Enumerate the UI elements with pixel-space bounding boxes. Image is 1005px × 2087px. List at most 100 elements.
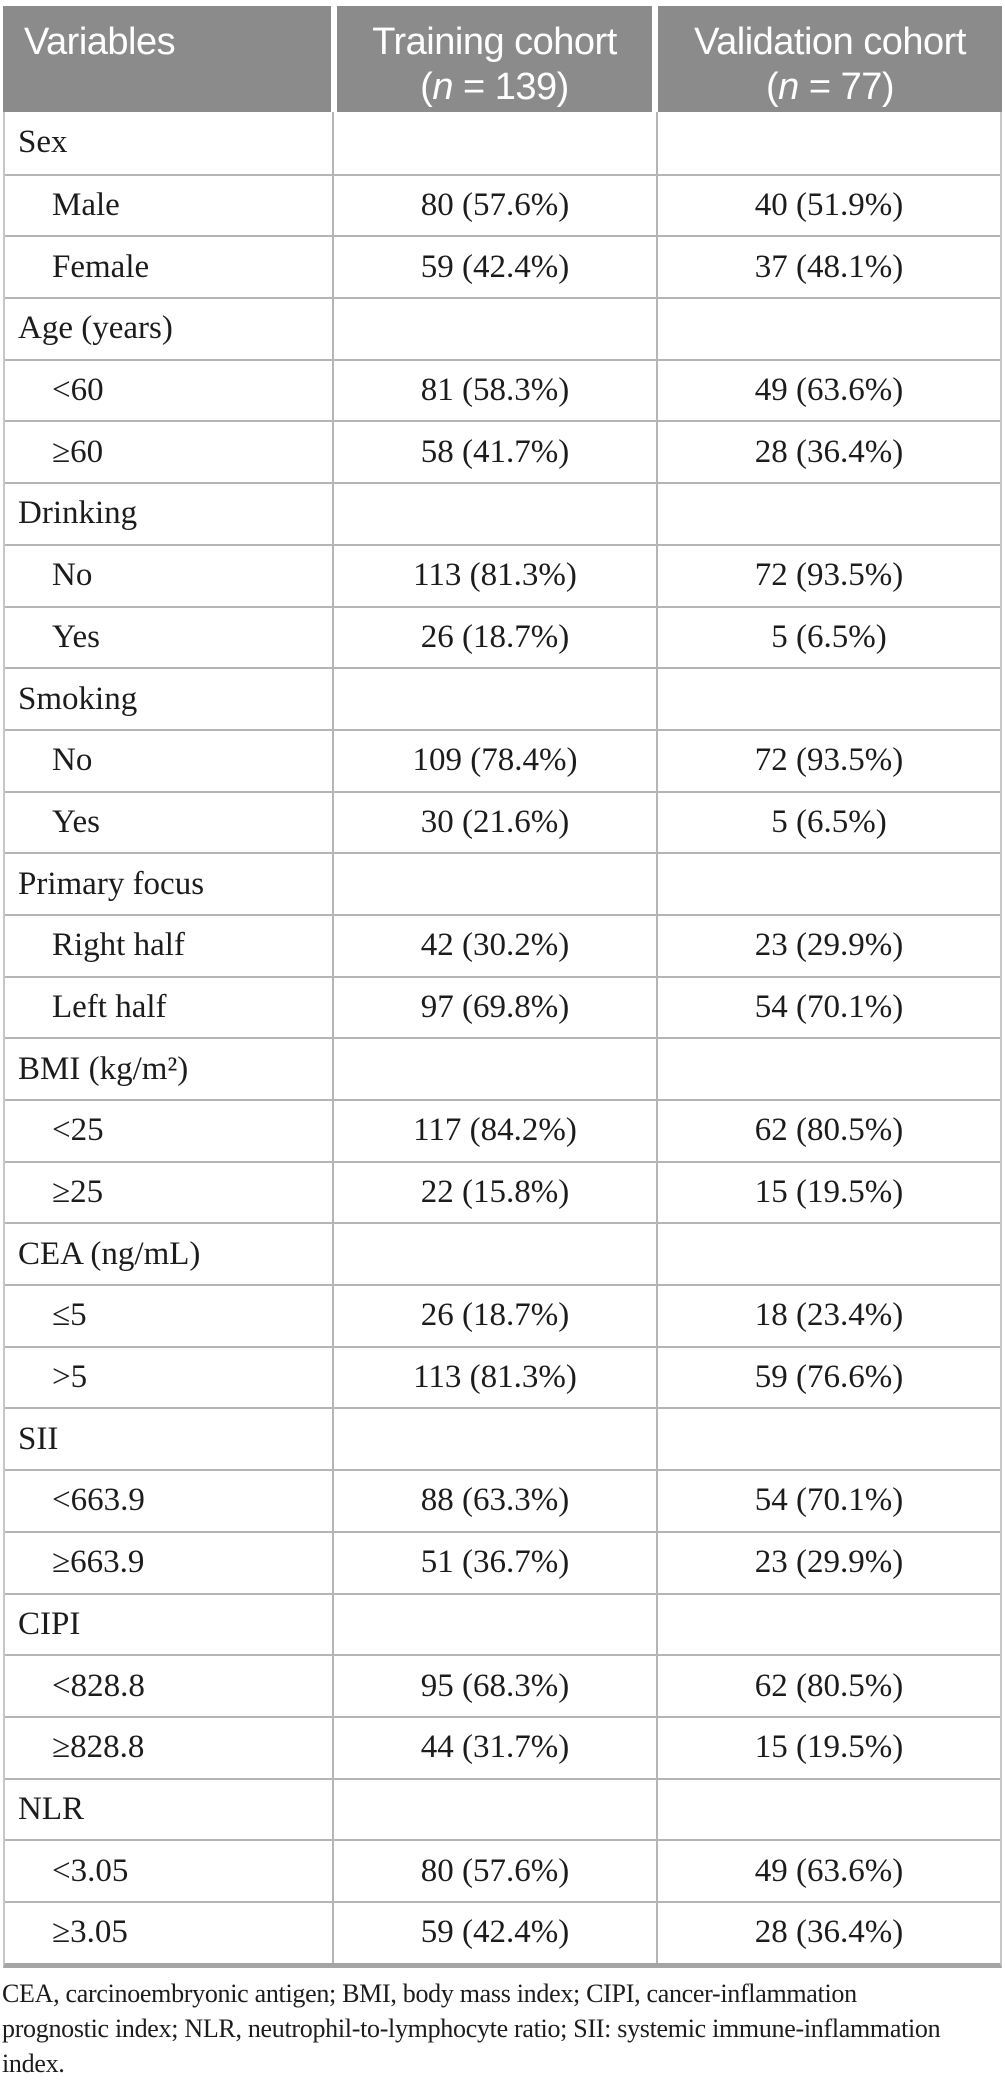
validation-cell: 37 (48.1%): [656, 237, 1000, 298]
table-row: No 109 (78.4%) 72 (93.5%): [5, 728, 1000, 791]
validation-cohort-title: Validation cohort: [694, 21, 966, 63]
variable-cell: Right half: [52, 927, 185, 964]
variables-header-label: Variables: [24, 21, 176, 63]
table-footnote: CEA, carcinoembryonic antigen; BMI, body…: [2, 1976, 1005, 2081]
validation-cell: 18 (23.4%): [656, 1286, 1000, 1346]
italic-n: n: [432, 66, 453, 108]
table-row: Age (years): [5, 297, 1000, 359]
training-cell: 113 (81.3%): [332, 1347, 656, 1408]
training-cell: 22 (15.8%): [332, 1162, 656, 1223]
table-body: Sex Male 80 (57.6%) 40 (51.9%) Female 59 (42.…: [3, 112, 1002, 1968]
validation-cell: 54 (70.1%): [656, 977, 1000, 1038]
training-cell: 58 (41.7%): [332, 422, 656, 483]
variable-cell: Male: [52, 187, 120, 224]
validation-cell: [656, 299, 1000, 359]
training-cell: [332, 1779, 656, 1840]
table-row: Right half 42 (30.2%) 23 (29.9%): [5, 913, 1000, 976]
table-row: Left half 97 (69.8%) 54 (70.1%): [5, 975, 1000, 1038]
table-row: ≥828.8 44 (31.7%) 15 (19.5%): [5, 1715, 1000, 1778]
table-row: ≥663.9 51 (36.7%) 23 (29.9%): [5, 1530, 1000, 1593]
table-row: ≥3.05 59 (42.4%) 28 (36.4%): [5, 1900, 1000, 1963]
variable-cell: Primary focus: [18, 865, 205, 902]
validation-cell: [656, 1409, 1000, 1470]
validation-cell: 5 (6.5%): [656, 607, 1000, 668]
table-row: <3.05 80 (57.6%) 49 (63.6%): [5, 1839, 1000, 1901]
table-row: CEA (ng/mL): [5, 1222, 1000, 1285]
italic-n: n: [778, 66, 799, 108]
validation-cell: [656, 854, 1000, 914]
validation-cell: 23 (29.9%): [656, 915, 1000, 976]
training-cell: 80 (57.6%): [332, 1841, 656, 1901]
variable-cell: <3.05: [52, 1852, 129, 1889]
table-row: <663.9 88 (63.3%) 54 (70.1%): [5, 1469, 1000, 1531]
table-row: <828.8 95 (68.3%) 62 (80.5%): [5, 1654, 1000, 1716]
table-row: ≥60 58 (41.7%) 28 (36.4%): [5, 420, 1000, 483]
training-cell: [332, 299, 656, 359]
validation-cell: 28 (36.4%): [656, 1902, 1000, 1963]
validation-cohort-n: (n = 77): [765, 66, 895, 108]
training-cell: 59 (42.4%): [332, 1902, 656, 1963]
training-cell: 95 (68.3%): [332, 1656, 656, 1716]
variable-cell: NLR: [18, 1790, 84, 1827]
training-cell: 30 (21.6%): [332, 792, 656, 853]
header-cell-validation-cohort: Validation cohort (n = 77): [658, 6, 1002, 112]
table-row: Yes 30 (21.6%) 5 (6.5%): [5, 790, 1000, 853]
variable-cell: ≥663.9: [52, 1544, 145, 1581]
validation-cell: 54 (70.1%): [656, 1471, 1000, 1531]
validation-cell: 49 (63.6%): [656, 1841, 1000, 1901]
validation-cell: 62 (80.5%): [656, 1656, 1000, 1716]
variable-cell: No: [52, 557, 93, 594]
training-cell: 88 (63.3%): [332, 1471, 656, 1531]
variable-cell: Drinking: [18, 495, 138, 532]
table-row: Sex: [5, 112, 1000, 174]
variable-cell: BMI (kg/m²): [18, 1050, 189, 1087]
validation-cell: 15 (19.5%): [656, 1162, 1000, 1223]
variable-cell: Age (years): [18, 310, 173, 347]
validation-cell: 28 (36.4%): [656, 422, 1000, 483]
training-cell: 80 (57.6%): [332, 175, 656, 236]
validation-cell: [656, 484, 1000, 544]
training-cohort-title: Training cohort: [372, 21, 617, 63]
table-row: BMI (kg/m²): [5, 1037, 1000, 1099]
table-row: ≥25 22 (15.8%) 15 (19.5%): [5, 1160, 1000, 1223]
variable-cell: CIPI: [18, 1605, 81, 1642]
table-row: No 113 (81.3%) 72 (93.5%): [5, 543, 1000, 606]
variable-cell: CEA (ng/mL): [18, 1235, 201, 1272]
variable-cell: ≥828.8: [52, 1729, 145, 1766]
table-row: Male 80 (57.6%) 40 (51.9%): [5, 173, 1000, 236]
training-cell: 59 (42.4%): [332, 237, 656, 298]
training-cell: [332, 1409, 656, 1470]
table-row: NLR: [5, 1777, 1000, 1840]
training-cohort-n: (n = 139): [420, 66, 569, 108]
validation-cell: 62 (80.5%): [656, 1101, 1000, 1161]
validation-cell: [656, 1039, 1000, 1099]
variable-cell: <25: [52, 1112, 104, 1149]
variable-cell: Yes: [52, 803, 101, 840]
table-row: <60 81 (58.3%) 49 (63.6%): [5, 358, 1000, 421]
validation-cell: 5 (6.5%): [656, 792, 1000, 853]
validation-cell: 49 (63.6%): [656, 360, 1000, 421]
validation-cell: 59 (76.6%): [656, 1347, 1000, 1408]
training-cell: 81 (58.3%): [332, 360, 656, 421]
training-cell: [332, 112, 656, 174]
validation-cell: [656, 1224, 1000, 1285]
training-cell: [332, 1224, 656, 1285]
table-row: SII: [5, 1407, 1000, 1470]
validation-cell: 40 (51.9%): [656, 175, 1000, 236]
variable-cell: No: [52, 742, 93, 779]
variable-cell: Sex: [18, 124, 68, 161]
table-row: Primary focus: [5, 852, 1000, 914]
table-row: Female 59 (42.4%) 37 (48.1%): [5, 235, 1000, 298]
variable-cell: ≥60: [52, 433, 104, 470]
variable-cell: <828.8: [52, 1667, 145, 1704]
variable-cell: Left half: [52, 988, 167, 1025]
variable-cell: Yes: [52, 618, 101, 655]
header-cell-training-cohort: Training cohort (n = 139): [337, 6, 652, 112]
validation-cell: 23 (29.9%): [656, 1532, 1000, 1593]
training-cell: [332, 669, 656, 729]
training-cell: [332, 854, 656, 914]
table-row: CIPI: [5, 1592, 1000, 1655]
validation-cell: 72 (93.5%): [656, 730, 1000, 791]
training-cell: 97 (69.8%): [332, 977, 656, 1038]
training-cell: 26 (18.7%): [332, 1286, 656, 1346]
